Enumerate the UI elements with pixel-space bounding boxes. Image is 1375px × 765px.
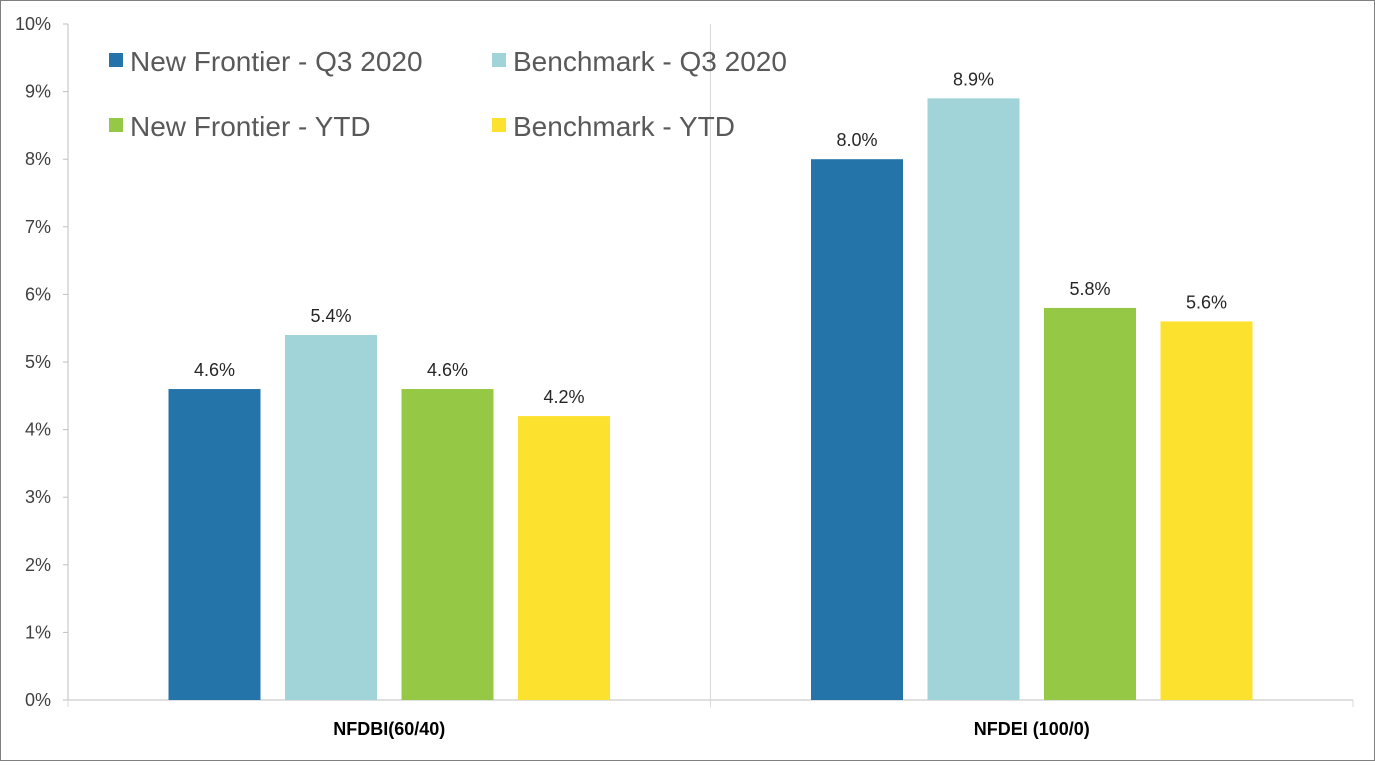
axes: 0% 1% 2% 3% 4% 5% 6% 7% 8% 9% 10% NFDBI(60/40) NFDEI… xyxy=(15,14,1354,739)
legend-label: New Frontier - Q3 2020 xyxy=(130,46,423,77)
bar xyxy=(168,389,261,700)
y-tick-label: 10% xyxy=(15,14,51,34)
bar xyxy=(1044,307,1136,700)
bar-value-label: 4.6% xyxy=(194,360,235,380)
x-category-label: NFDBI(60/40) xyxy=(333,719,445,739)
y-tick-label: 4% xyxy=(25,420,51,440)
legend: New Frontier - Q3 2020 Benchmark - Q3 202… xyxy=(109,46,787,142)
y-tick-label: 8% xyxy=(25,149,51,169)
y-tick-label: 6% xyxy=(25,284,51,304)
y-tick-label: 5% xyxy=(25,352,51,372)
bar xyxy=(1160,321,1253,700)
bar-value-label: 8.0% xyxy=(836,130,877,150)
bar xyxy=(285,334,377,700)
bar-value-label: 5.6% xyxy=(1186,292,1227,312)
bar-value-label: 5.4% xyxy=(310,306,351,326)
y-tick-label: 9% xyxy=(25,82,51,102)
data-labels: 4.6% 5.4% 4.6% 4.2% 8.0% 8.9% 5.8% 5.6% xyxy=(194,69,1227,407)
y-tick-label: 7% xyxy=(25,217,51,237)
legend-label: Benchmark - Q3 2020 xyxy=(513,46,787,77)
bar-value-label: 4.2% xyxy=(543,387,584,407)
bar xyxy=(927,98,1020,701)
bar-value-label: 5.8% xyxy=(1069,279,1110,299)
legend-swatch xyxy=(492,53,506,67)
x-category-label: NFDEI (100/0) xyxy=(974,719,1090,739)
y-tick-label: 3% xyxy=(25,487,51,507)
bar xyxy=(401,389,494,700)
legend-swatch xyxy=(109,53,123,67)
legend-swatch xyxy=(109,118,123,132)
y-tick-label: 2% xyxy=(25,555,51,575)
y-tick-label: 1% xyxy=(25,622,51,642)
legend-label: New Frontier - YTD xyxy=(130,111,371,142)
bar-value-label: 8.9% xyxy=(953,69,994,89)
y-tick-label: 0% xyxy=(25,690,51,710)
bar-value-label: 4.6% xyxy=(427,360,468,380)
bars xyxy=(168,98,1253,701)
legend-label: Benchmark - YTD xyxy=(513,111,735,142)
legend-swatch xyxy=(492,118,506,132)
bar xyxy=(811,159,903,700)
bar xyxy=(518,416,610,700)
